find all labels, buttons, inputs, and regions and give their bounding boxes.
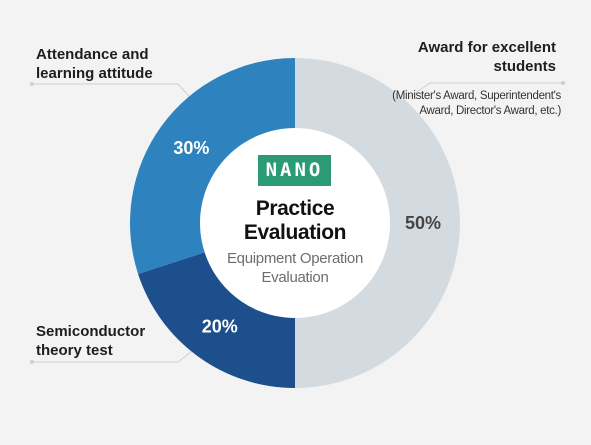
leader-dot-award	[561, 81, 565, 85]
donut-hole	[200, 128, 390, 318]
leader-line-semiconductor	[32, 347, 197, 363]
leader-line-award	[407, 82, 563, 99]
leader-dot-semiconductor	[30, 360, 34, 364]
slice-value-semiconductor-theory-test: 30%	[173, 138, 209, 158]
label-semiconductor: Semiconductor theory test	[36, 323, 146, 359]
leader-dot-attendance	[30, 82, 34, 86]
center-subtitle: Equipment Operation Evaluation	[226, 250, 364, 286]
slice-labels-group: 50% 20% 30%	[173, 138, 441, 337]
slice-value-award-for-excellent-students: 50%	[405, 213, 441, 233]
label-attendance: Attendance and learning attitude	[36, 46, 153, 82]
nano-logo: NANO	[258, 155, 331, 186]
leader-line-attendance	[32, 83, 197, 105]
label-award: Award for excellent students	[417, 39, 556, 75]
slice-value-attendance-and-learning-attitude: 20%	[202, 317, 238, 337]
label-award-note: (Minister's Award, Superintendent's Awar…	[392, 90, 561, 117]
center-title: Practice Evaluation	[243, 197, 347, 244]
